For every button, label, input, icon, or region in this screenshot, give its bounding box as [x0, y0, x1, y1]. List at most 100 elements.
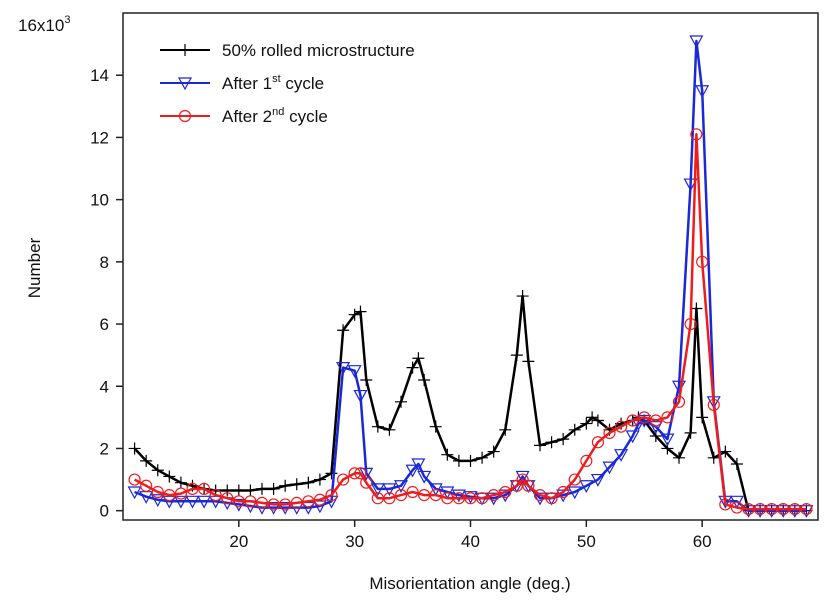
data-point	[690, 128, 703, 141]
data-point	[348, 308, 361, 321]
data-point	[163, 489, 176, 502]
data-point	[313, 493, 327, 506]
data-point	[406, 485, 419, 499]
series-layer	[127, 35, 814, 518]
legend: 50% rolled microstructure After 1st cycle…	[160, 41, 415, 126]
x-tick-label: 50	[577, 532, 596, 551]
legend-label: 50% rolled microstructure	[222, 41, 415, 60]
data-point	[696, 255, 709, 268]
data-point	[174, 476, 187, 489]
data-point	[672, 395, 686, 408]
data-point	[279, 479, 292, 492]
data-point	[197, 482, 211, 495]
data-point	[695, 85, 710, 99]
y-tick-label: 0	[100, 502, 109, 521]
data-point	[244, 495, 257, 508]
data-point	[707, 451, 720, 464]
data-point	[336, 473, 350, 486]
data-point	[451, 489, 466, 503]
data-point	[359, 467, 374, 481]
x-tick-label: 30	[345, 532, 364, 551]
data-point	[127, 486, 142, 500]
data-point	[395, 395, 407, 408]
data-point	[313, 473, 326, 486]
data-point	[487, 445, 500, 458]
y-tick-label: 2	[100, 439, 109, 458]
data-point	[412, 352, 425, 365]
data-point	[163, 470, 176, 483]
y-tick-label: 14	[90, 66, 109, 85]
data-point	[173, 495, 188, 509]
data-point	[498, 489, 513, 503]
data-point	[394, 489, 408, 502]
data-point	[707, 398, 720, 412]
data-point	[417, 470, 432, 484]
data-point	[290, 478, 303, 491]
x-axis-title: Misorientation angle (deg.)	[369, 574, 570, 593]
data-point	[787, 505, 802, 518]
data-point	[464, 454, 477, 467]
data-point	[522, 355, 535, 368]
data-point	[689, 35, 704, 49]
data-point	[475, 492, 489, 505]
data-point	[590, 473, 605, 487]
data-point	[580, 454, 593, 468]
data-point	[586, 411, 599, 424]
data-point	[684, 317, 697, 331]
data-point	[302, 476, 315, 489]
legend-item: After 2nd cycle	[160, 106, 328, 126]
y-tick-label: 6	[100, 315, 109, 334]
data-point	[325, 489, 338, 502]
data-point	[411, 458, 426, 472]
data-point	[279, 498, 292, 511]
legend-label: After 2nd cycle	[222, 106, 328, 126]
data-point	[382, 483, 397, 497]
data-point	[336, 361, 351, 375]
x-axis: 20 30 40 50 60	[229, 520, 712, 551]
data-point	[476, 451, 489, 464]
data-point	[429, 420, 442, 433]
data-point	[232, 484, 245, 497]
data-point	[545, 436, 558, 449]
data-point	[580, 417, 593, 430]
data-point	[516, 290, 529, 303]
series-3	[128, 128, 813, 516]
data-point	[683, 178, 698, 192]
data-point	[649, 414, 662, 427]
data-point	[302, 495, 315, 508]
data-point	[486, 492, 501, 506]
y-tick-label: 4	[100, 377, 109, 396]
data-point	[325, 467, 338, 480]
data-point	[729, 495, 744, 509]
data-point	[418, 374, 431, 387]
x-tick-label: 40	[461, 532, 480, 551]
data-point	[231, 498, 246, 512]
data-point	[557, 433, 570, 446]
data-point	[405, 464, 420, 478]
data-point	[800, 503, 813, 516]
data-point	[179, 44, 191, 56]
data-point	[545, 492, 558, 505]
data-point	[128, 442, 141, 455]
data-point	[428, 483, 443, 497]
data-point	[347, 365, 362, 378]
data-point	[128, 473, 141, 486]
data-point	[290, 496, 303, 509]
data-point	[696, 411, 709, 424]
data-point	[221, 484, 234, 497]
data-point	[150, 494, 165, 508]
data-point	[140, 479, 153, 492]
data-point	[673, 451, 685, 464]
data-point	[337, 324, 350, 337]
data-point	[568, 423, 581, 436]
data-point	[532, 492, 548, 506]
data-point	[603, 426, 616, 440]
data-point	[637, 414, 652, 428]
data-point	[719, 445, 732, 458]
data-point	[278, 501, 293, 515]
data-point	[267, 482, 280, 495]
data-point	[719, 498, 732, 511]
data-point	[626, 414, 639, 427]
data-point	[614, 420, 628, 433]
